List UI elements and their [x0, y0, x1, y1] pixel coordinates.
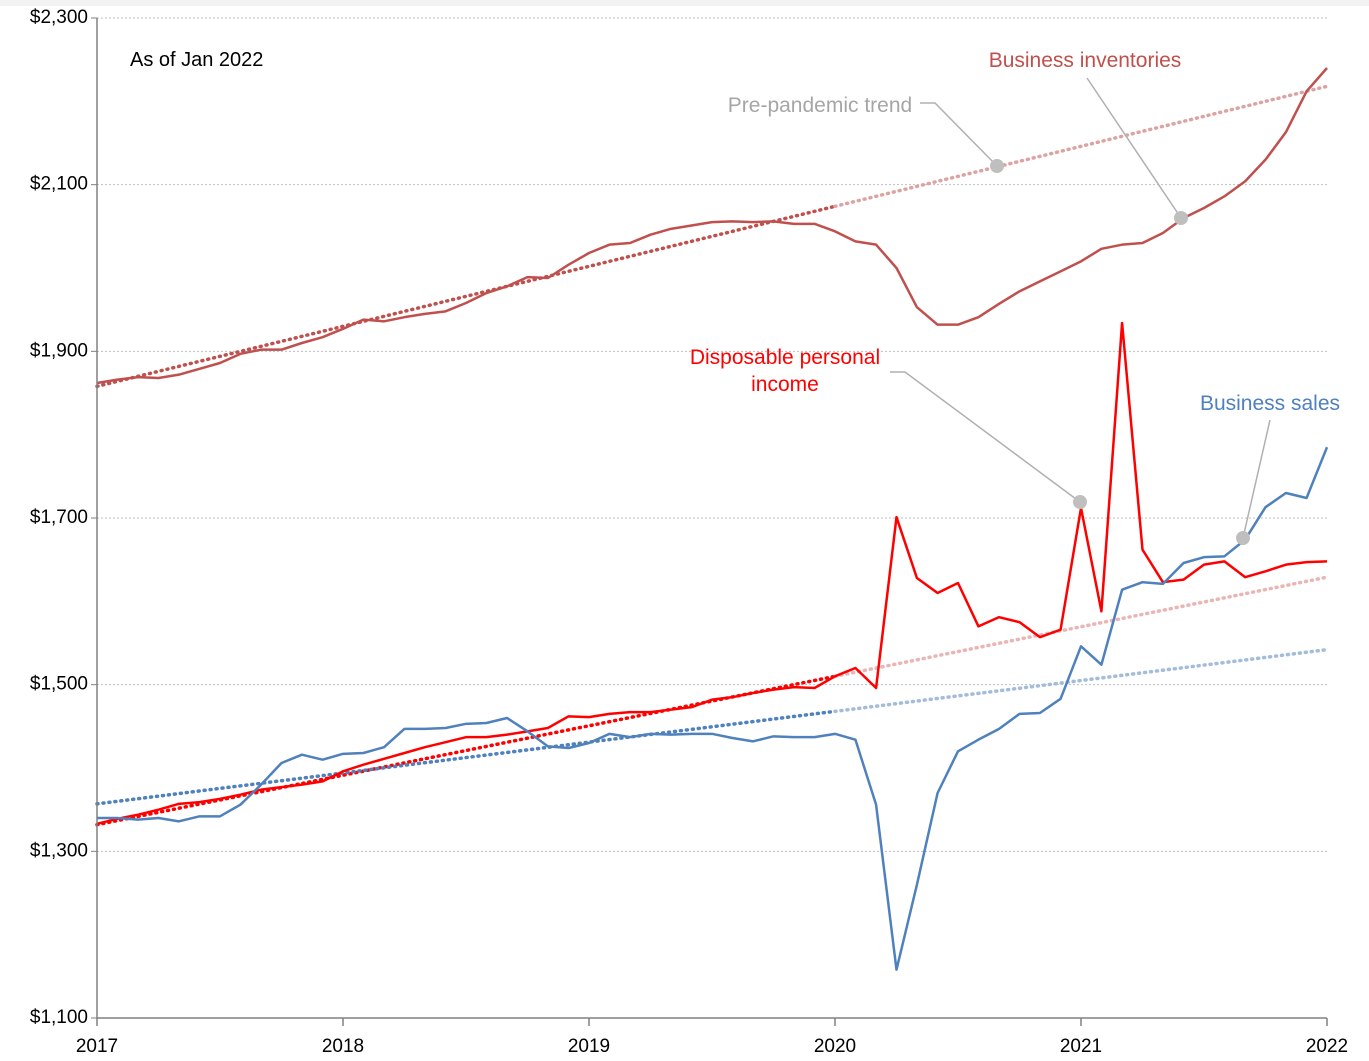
as-of-note: As of Jan 2022 [130, 49, 264, 71]
y-tick-label: $2,100 [30, 174, 88, 195]
series-line [97, 446, 1329, 971]
leader-dot [990, 159, 1004, 173]
top-band [0, 0, 1369, 6]
x-tick-label: 2021 [1060, 1036, 1102, 1057]
y-tick-label: $2,300 [30, 7, 88, 28]
y-tick-label: $1,300 [30, 840, 88, 861]
series-label: Business sales [1199, 392, 1341, 415]
leader-line [1086, 77, 1182, 219]
trend-line [833, 575, 1329, 679]
y-tick-label: $1,700 [30, 507, 88, 528]
series-label: Disposable personal income [689, 346, 881, 396]
x-tick-label: 2018 [322, 1036, 364, 1057]
x-tick-label: 2020 [814, 1036, 856, 1057]
series-line [96, 321, 1328, 826]
y-tick-label: $1,100 [30, 1007, 88, 1028]
trend-line [833, 84, 1329, 209]
leader-dot [1174, 211, 1188, 225]
leader-dots [990, 159, 1250, 545]
trend-line [95, 709, 837, 806]
leader-line [1242, 419, 1271, 539]
leader-line [890, 371, 1081, 503]
leaders [890, 77, 1271, 539]
leader-dot [1073, 495, 1087, 509]
trend-label: Pre-pandemic trend [727, 94, 913, 117]
x-tick-label: 2019 [568, 1036, 610, 1057]
series-lines [96, 67, 1329, 971]
x-tick-label: 2017 [76, 1036, 118, 1057]
y-tick-label: $1,900 [30, 340, 88, 361]
y-tick-label: $1,500 [30, 674, 88, 695]
axes: $1,100 $1,300 $1,500 $1,700 $1,900 $2,100 $2,3… [30, 7, 1348, 1057]
trend-line [95, 204, 837, 389]
leader-dot [1236, 531, 1250, 545]
x-tick-label: 2022 [1306, 1036, 1348, 1057]
series-label: Business inventories [988, 49, 1182, 72]
leader-line [920, 102, 998, 167]
grid [97, 17, 1327, 852]
trend-lines [95, 84, 1329, 827]
series-line [96, 67, 1328, 385]
trend-line [833, 647, 1329, 714]
